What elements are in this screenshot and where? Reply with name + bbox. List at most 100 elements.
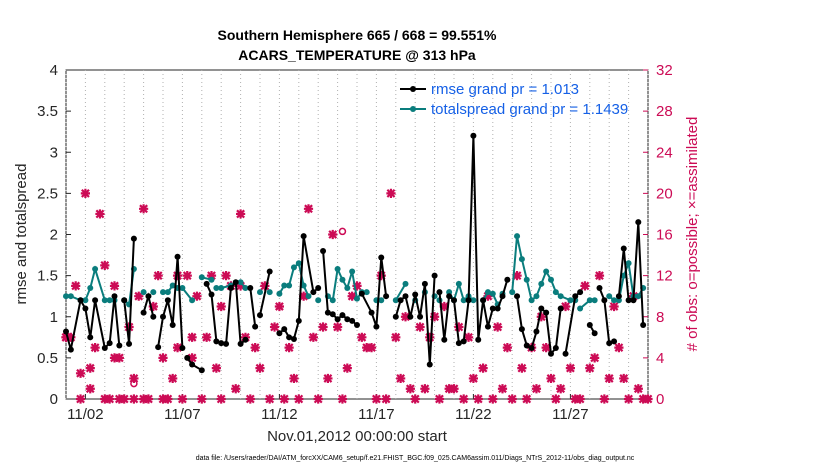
obs-assimilated-marker: [95, 209, 105, 219]
totalspread-point: [606, 293, 613, 300]
obs-assimilated-marker: [352, 281, 362, 291]
totalspread-point: [548, 276, 554, 283]
rmse-point: [286, 334, 293, 341]
y2-tick-label: 0: [656, 391, 664, 408]
totalspread-point: [237, 279, 244, 286]
obs-assimilated-marker: [381, 394, 391, 404]
x-tick-label: 11/17: [358, 406, 394, 423]
totalspread-point: [164, 289, 171, 296]
obs-assimilated-marker: [609, 301, 619, 312]
y-tick-label: 4: [50, 62, 58, 79]
y-tick-label: 2: [50, 227, 58, 244]
obs-assimilated-marker: [236, 209, 246, 219]
rmse-point: [295, 317, 302, 324]
obs-assimilated-marker: [366, 342, 377, 353]
rmse-point: [290, 335, 297, 342]
totalspread-point: [106, 297, 113, 304]
totalspread-point: [290, 264, 297, 271]
rmse-point: [562, 350, 569, 357]
obs-assimilated-marker: [468, 373, 478, 384]
rmse-point: [397, 297, 404, 304]
obs-assimilated-marker: [66, 332, 76, 342]
totalspread-point: [276, 290, 283, 297]
rmse-point: [252, 323, 259, 330]
legend: rmse grand pr = 1.013 totalspread grand …: [400, 81, 628, 118]
totalspread-point: [92, 266, 99, 273]
obs-assimilated-marker: [134, 291, 144, 301]
obs-assimilated-marker: [236, 281, 246, 291]
obs-assimilated-marker: [362, 342, 372, 353]
obs-assimilated-marker: [585, 363, 595, 373]
rmse-point: [189, 361, 196, 368]
totalspread-point: [567, 297, 574, 304]
y-tick-label: 3.5: [37, 103, 58, 120]
rmse-point: [489, 305, 496, 312]
rmse-point: [465, 297, 472, 304]
obs-assimilated-marker: [105, 394, 115, 404]
totalspread-line: [394, 283, 407, 301]
obs-assimilated-marker: [260, 281, 270, 291]
rmse-point: [640, 321, 647, 328]
obs-assimilated-marker: [187, 353, 197, 363]
obs-assimilated-marker: [493, 322, 503, 332]
rmse-point: [106, 340, 113, 347]
totalspread-point: [349, 268, 356, 275]
obs-assimilated-marker: [546, 373, 556, 384]
rmse-point: [281, 326, 288, 333]
rmse-point: [620, 245, 627, 252]
rmse-point: [63, 328, 69, 335]
obs-possible-marker: [130, 379, 138, 388]
totalspread-point: [67, 293, 74, 300]
obs-assimilated-marker: [163, 394, 173, 404]
rmse-point: [426, 361, 433, 368]
obs-assimilated-marker: [507, 394, 517, 404]
totalspread-point: [295, 260, 302, 267]
obs-assimilated-marker: [410, 394, 420, 404]
rmse-line: [259, 271, 271, 316]
totalspread-point: [552, 289, 559, 296]
totalspread-point: [577, 305, 584, 312]
rmse-point: [358, 290, 365, 297]
obs-assimilated-marker: [294, 394, 304, 404]
rmse-point: [155, 344, 162, 351]
x-tick-label: 11/02: [67, 406, 103, 423]
obs-assimilated-marker: [590, 353, 600, 363]
rmse-point: [552, 345, 559, 352]
obs-assimilated-marker: [323, 373, 333, 384]
obs-assimilated-marker: [536, 312, 546, 322]
rmse-point: [518, 326, 525, 333]
obs-assimilated-marker: [463, 332, 474, 342]
obs-assimilated-marker: [75, 394, 86, 404]
obs-assimilated-marker: [328, 229, 338, 240]
totalspread-point: [533, 293, 540, 300]
rmse-point: [572, 293, 579, 300]
rmse-point: [577, 289, 584, 296]
obs-assimilated-marker: [449, 384, 459, 394]
obs-assimilated-marker: [308, 332, 318, 342]
rmse-point: [111, 293, 118, 300]
obs-assimilated-marker: [119, 394, 129, 404]
totalspread-point: [198, 274, 205, 281]
rmse-point: [431, 272, 438, 279]
rmse-point: [320, 247, 327, 254]
rmse-point: [596, 284, 603, 291]
obs-assimilated-marker: [177, 394, 187, 404]
rmse-point: [300, 233, 307, 240]
y-tick-label: 2.5: [37, 185, 58, 202]
obs-assimilated-marker: [396, 373, 406, 384]
totalspread-point: [213, 284, 220, 291]
obs-assimilated-marker: [459, 394, 469, 404]
rmse-point: [169, 321, 176, 328]
rmse-point: [548, 350, 554, 357]
rmse-point: [339, 312, 346, 319]
obs-assimilated-marker: [71, 281, 81, 291]
obs-assimilated-marker: [478, 363, 488, 373]
legend-rmse-marker: [410, 86, 416, 92]
obs-possible-marker: [338, 227, 347, 236]
totalspread-point: [82, 297, 89, 304]
obs-assimilated-marker: [216, 394, 226, 404]
totalspread-point: [611, 297, 618, 304]
obs-assimilated-marker: [619, 373, 629, 384]
totalspread-point: [446, 289, 453, 296]
rmse-point: [174, 253, 181, 260]
